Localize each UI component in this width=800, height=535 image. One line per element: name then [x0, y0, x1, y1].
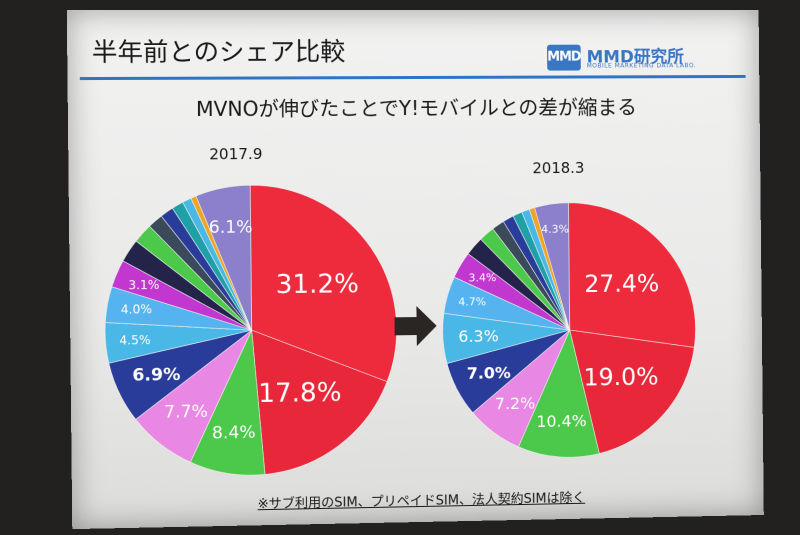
- pie-chart-2018: 27.4% 19.0% 10.4%7.2% 7.0% 6.3% 4.7% 3.4% 4.3%: [67, 10, 764, 529]
- pie-slice-label: 7.2%: [495, 394, 535, 413]
- pie-slice-label: 6.3%: [458, 326, 499, 345]
- right-arrow-icon: [394, 306, 436, 347]
- pie-slice-label: 4.3%: [541, 223, 569, 236]
- pie-slice-label: 27.4%: [584, 270, 659, 298]
- pie-slice-label: 10.4%: [536, 412, 586, 432]
- pie-slice-label: 4.7%: [458, 295, 486, 308]
- presentation-slide: 半年前とのシェア比較 MMD MMD研究所 MOBILE MARKETING D…: [67, 10, 764, 529]
- pie-slice-label: 7.0%: [467, 363, 511, 382]
- pie-slice-label: 3.4%: [468, 271, 496, 284]
- pie-slice-label: 19.0%: [583, 363, 658, 392]
